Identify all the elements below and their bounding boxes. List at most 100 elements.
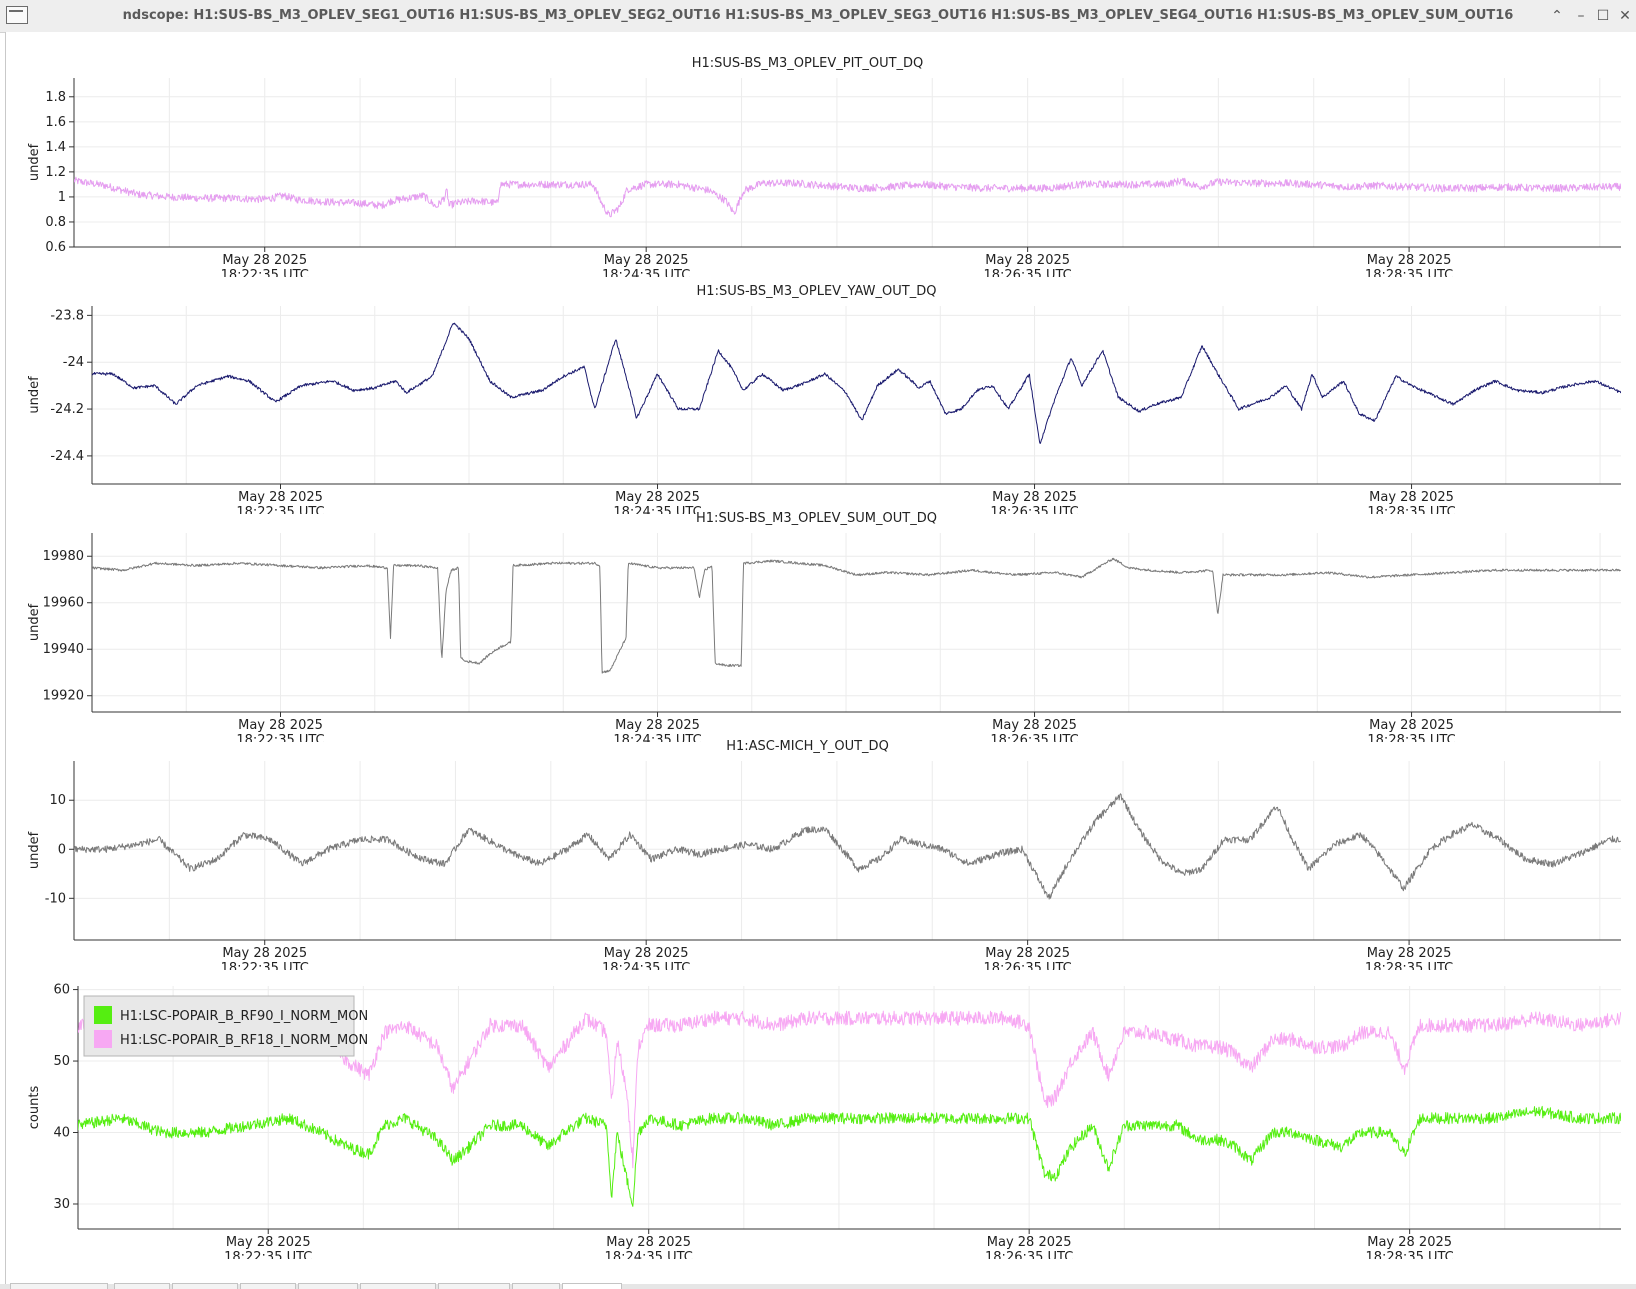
series-line-1 — [74, 176, 1621, 218]
legend[interactable]: H1:LSC-POPAIR_B_RF90_I_NORM_MON H1:LSC-PO… — [83, 995, 368, 1057]
x-tick-label-time: 18:28:35 UTC — [1367, 733, 1455, 748]
legend-swatch — [94, 1030, 112, 1048]
y-tick-label: 0.6 — [45, 240, 66, 255]
y-tick-label: -24 — [63, 355, 84, 370]
x-tick-label-date: May 28 2025 — [1367, 253, 1452, 268]
plot-title: H1:SUS-BS_M3_OPLEV_SUM_OUT_DQ — [696, 511, 937, 526]
x-tick-label-date: May 28 2025 — [1369, 718, 1454, 733]
window-title: ndscope: H1:SUS-BS_M3_OPLEV_SEG1_OUT16 H… — [122, 8, 1514, 23]
x-tick-label-date: May 28 2025 — [992, 490, 1077, 505]
x-tick-label-date: May 28 2025 — [985, 253, 1070, 268]
minimize-icon[interactable]: – — [1577, 8, 1585, 24]
bottom-tab[interactable] — [114, 1283, 170, 1289]
x-tick-label-date: May 28 2025 — [222, 946, 307, 961]
y-axis-label: undef — [27, 376, 42, 414]
grid — [74, 761, 1621, 940]
plot-title: H1:SUS-BS_M3_OPLEV_PIT_OUT_DQ — [692, 56, 924, 71]
series-line-1 — [74, 793, 1621, 900]
plot-3[interactable]: H1:SUS-BS_M3_OPLEV_SUM_OUT_DQ 19980 19960 1… — [27, 511, 1621, 748]
bottom-tab[interactable] — [298, 1283, 358, 1289]
x-tick-label-date: May 28 2025 — [604, 253, 689, 268]
bottom-tab-strip — [0, 1284, 1636, 1289]
x-tick-label-date: May 28 2025 — [992, 718, 1077, 733]
x-tick-label-date: May 28 2025 — [615, 490, 700, 505]
x-tick-label-time: 18:22:35 UTC — [236, 505, 324, 520]
x-tick-label-time: 18:28:35 UTC — [1365, 1250, 1453, 1265]
x-tick-label-time: 18:28:35 UTC — [1365, 268, 1453, 283]
y-tick-label: -24.4 — [50, 449, 84, 464]
plot-area: H1:SUS-BS_M3_OPLEV_PIT_OUT_DQ 0.6 0.8 1 1.2 1… — [5, 32, 1636, 1284]
y-tick-label: -24.2 — [50, 402, 84, 417]
app-menu-icon[interactable] — [6, 6, 28, 24]
x-tick-label-time: 18:26:35 UTC — [983, 268, 1071, 283]
y-axis-label: counts — [27, 1086, 42, 1130]
x-tick-label-date: May 28 2025 — [238, 490, 323, 505]
collapse-icon[interactable]: ⌃ — [1551, 8, 1563, 24]
y-tick-label: 30 — [53, 1197, 70, 1212]
series-line-1 — [92, 322, 1621, 444]
bottom-tab[interactable] — [512, 1283, 560, 1289]
maximize-icon[interactable]: ☐ — [1596, 8, 1610, 24]
x-tick-label-date: May 28 2025 — [604, 946, 689, 961]
bottom-tab[interactable] — [240, 1283, 296, 1289]
y-tick-label: 40 — [53, 1126, 70, 1141]
x-tick-label-time: 18:26:35 UTC — [983, 961, 1071, 976]
x-tick-label-time: 18:28:35 UTC — [1365, 961, 1453, 976]
y-tick-label: 0 — [58, 842, 66, 857]
y-tick-label: 1.4 — [45, 140, 66, 155]
y-tick-label: 60 — [53, 983, 70, 998]
y-tick-label: 1.6 — [45, 115, 66, 130]
series-line-1 — [78, 1105, 1621, 1207]
legend-entry: H1:LSC-POPAIR_B_RF90_I_NORM_MON — [120, 1009, 368, 1024]
x-tick-label-date: May 28 2025 — [226, 1235, 311, 1250]
legend-swatch — [94, 1006, 112, 1024]
y-tick-label: 50 — [53, 1054, 70, 1069]
y-axis-label: undef — [27, 603, 42, 641]
x-tick-label-date: May 28 2025 — [1367, 946, 1452, 961]
bottom-tab[interactable] — [10, 1283, 108, 1289]
plots-canvas[interactable]: H1:SUS-BS_M3_OPLEV_PIT_OUT_DQ 0.6 0.8 1 1.2 1… — [6, 32, 1636, 1284]
legend-entry: H1:LSC-POPAIR_B_RF18_I_NORM_MON — [120, 1033, 368, 1048]
y-tick-label: 19960 — [43, 596, 84, 611]
x-tick-label-time: 18:24:35 UTC — [613, 733, 701, 748]
y-tick-label: -10 — [45, 891, 66, 906]
grid — [74, 78, 1621, 248]
bottom-tab[interactable] — [438, 1283, 510, 1289]
close-icon[interactable]: ✕ — [1619, 8, 1631, 24]
y-tick-label: 10 — [49, 793, 66, 808]
bottom-tab-active[interactable] — [562, 1283, 622, 1289]
plot-title: H1:ASC-MICH_Y_OUT_DQ — [726, 739, 889, 754]
x-tick-label-date: May 28 2025 — [238, 718, 323, 733]
x-tick-label-time: 18:24:35 UTC — [602, 961, 690, 976]
y-tick-label: 1.2 — [45, 165, 66, 180]
plot-1[interactable]: H1:SUS-BS_M3_OPLEV_PIT_OUT_DQ 0.6 0.8 1 1.2 1… — [27, 56, 1621, 283]
x-tick-label-date: May 28 2025 — [985, 946, 1070, 961]
legend-box — [83, 995, 355, 1057]
y-tick-label: 19920 — [43, 689, 84, 704]
bottom-tab[interactable] — [360, 1283, 436, 1289]
x-tick-label-time: 18:22:35 UTC — [236, 733, 324, 748]
plot-4[interactable]: H1:ASC-MICH_Y_OUT_DQ 10 0 -10 undef May 28 20… — [27, 739, 1621, 976]
y-tick-label: 19980 — [43, 549, 84, 564]
x-tick-label-time: 18:24:35 UTC — [613, 505, 701, 520]
y-axis-label: undef — [27, 143, 42, 181]
bottom-tab[interactable] — [172, 1283, 238, 1289]
x-tick-label-date: May 28 2025 — [1369, 490, 1454, 505]
window-titlebar: ndscope: H1:SUS-BS_M3_OPLEV_SEG1_OUT16 H… — [0, 0, 1636, 33]
x-tick-label-date: May 28 2025 — [222, 253, 307, 268]
x-tick-label-date: May 28 2025 — [987, 1235, 1072, 1250]
y-tick-label: 19940 — [43, 642, 84, 657]
x-tick-label-date: May 28 2025 — [1367, 1235, 1452, 1250]
y-tick-label: -23.8 — [50, 308, 84, 323]
y-axis-label: undef — [27, 831, 42, 869]
plot-2[interactable]: H1:SUS-BS_M3_OPLEV_YAW_OUT_DQ -23.8 -24 -24… — [27, 284, 1621, 520]
x-tick-label-time: 18:22:35 UTC — [221, 961, 309, 976]
x-tick-label-time: 18:22:35 UTC — [221, 268, 309, 283]
series-line-1 — [92, 557, 1621, 674]
x-tick-label-time: 18:28:35 UTC — [1367, 505, 1455, 520]
